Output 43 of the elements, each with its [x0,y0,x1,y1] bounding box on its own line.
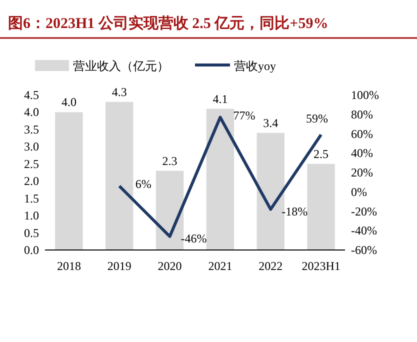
data-label: 4.1 [212,92,228,106]
y-tick-label: 0.0 [24,243,39,257]
y-tick-label: 2.0 [24,174,39,188]
y-tick-label: 3.0 [24,140,39,154]
x-tick-label: 2022 [258,259,283,273]
y2-tick-label: -40% [351,224,377,238]
data-label: 77% [233,108,256,122]
data-label: -46% [180,231,207,246]
y2-tick-label: -60% [351,243,377,257]
y-tick-label: 1.0 [24,208,39,223]
x-tick-label: 2021 [208,259,232,273]
y-tick-label: 3.5 [24,122,39,136]
data-label: 4.0 [61,95,76,110]
bar [307,164,335,250]
data-label: -18% [282,204,308,218]
y2-tick-label: -20% [351,204,377,218]
data-label: 59% [306,112,328,126]
bar [106,102,134,250]
y2-tick-label: 20% [351,166,373,180]
y2-tick-label: 80% [351,107,373,122]
chart-title: 图6：2023H1 公司实现营收 2.5 亿元，同比+59% [8,14,328,32]
y-tick-label: 2.5 [24,156,39,171]
y2-tick-label: 40% [351,146,373,160]
data-label: 4.3 [112,84,127,99]
y-tick-label: 0.5 [24,226,39,240]
legend-label: 营业收入（亿元） [73,59,169,73]
y-tick-label: 4.0 [24,105,39,120]
bar [206,108,234,250]
bar [55,112,83,250]
y2-tick-label: 0% [351,184,367,199]
y2-tick-label: 100% [351,88,379,102]
data-label: 2.3 [162,154,178,168]
y-tick-label: 4.5 [24,88,39,102]
data-label: 2.5 [314,146,329,161]
y2-tick-label: 60% [351,126,373,141]
data-label: 3.4 [263,116,278,130]
x-tick-label: 2020 [158,259,182,273]
data-label: 6% [135,177,152,192]
x-tick-label: 2023H1 [302,259,340,273]
x-tick-label: 2018 [56,259,81,273]
y-tick-label: 1.5 [24,191,39,206]
legend-label: 营收yoy [234,59,276,73]
x-tick-label: 2019 [107,259,132,273]
